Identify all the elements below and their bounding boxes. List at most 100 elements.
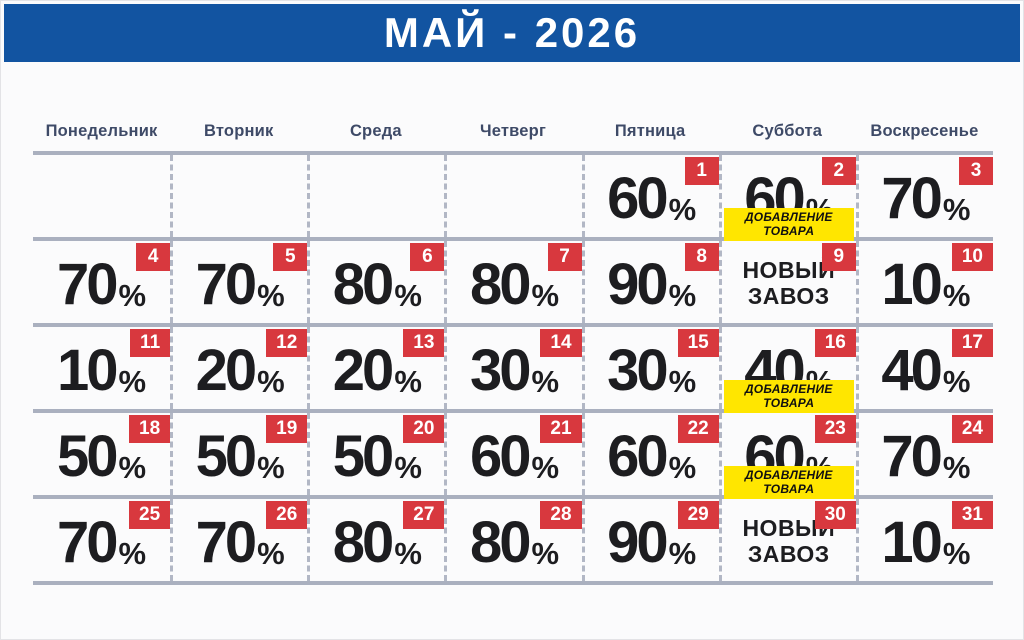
percent-sign: %	[942, 278, 971, 314]
discount-number: 70	[881, 165, 942, 231]
date-badge: 8	[684, 243, 719, 271]
weekday-label: Понедельник	[45, 121, 158, 140]
discount-number: 60	[469, 423, 531, 489]
discount-value: 70%	[881, 165, 971, 231]
percent-sign: %	[394, 450, 422, 486]
date-badge: 27	[403, 501, 445, 529]
date-badge: 18	[129, 415, 171, 443]
day-cell-27: 27 80%	[307, 499, 445, 581]
discount-value: 50%	[332, 423, 422, 489]
percent-sign: %	[942, 364, 971, 400]
date-badge: 14	[540, 329, 582, 357]
day-cell-12: 12 20%	[170, 327, 308, 409]
discount-number: 70	[57, 509, 118, 575]
discount-number: 30	[607, 337, 668, 403]
discount-value: 80%	[470, 513, 559, 571]
percent-sign: %	[668, 192, 697, 228]
percent-sign: %	[118, 450, 147, 486]
discount-calendar: Понедельник Вторник Среда Четверг Пятница Суб…	[33, 111, 993, 585]
discount-value: 60%	[607, 423, 696, 489]
date-badge: 13	[403, 329, 445, 357]
discount-number: 80	[469, 251, 531, 317]
percent-sign: %	[257, 364, 285, 400]
weekday-label: Вторник	[203, 121, 274, 140]
percent-sign: %	[942, 536, 971, 572]
day-cell-13: 13 20%	[307, 327, 445, 409]
date-badge: 29	[677, 501, 719, 529]
percent-sign: %	[531, 364, 560, 400]
product-addition-label: ДОБАВЛЕНИЕ ТОВАРА	[723, 380, 854, 413]
percent-sign: %	[394, 536, 422, 572]
discount-number: 80	[332, 251, 394, 317]
discount-number: 90	[607, 509, 668, 575]
percent-sign: %	[668, 536, 697, 572]
day-cell-2: 260%ДОБАВЛЕНИЕ ТОВАРА	[718, 155, 856, 241]
percent-sign: %	[257, 278, 285, 314]
day-cell-4: 4 70%	[33, 241, 171, 323]
weekday-label: Воскресенье	[870, 121, 979, 140]
discount-number: 10	[881, 251, 942, 317]
discount-value: 10%	[57, 341, 147, 400]
discount-number: 70	[57, 251, 118, 317]
day-cell-8: 8 90%	[581, 241, 719, 323]
weekday-label: Среда	[349, 121, 402, 140]
empty-day-cell	[444, 155, 581, 237]
day-cell-17: 17 40%	[855, 327, 993, 409]
date-badge: 7	[547, 243, 582, 271]
date-badge: 17	[951, 329, 993, 357]
percent-sign: %	[531, 450, 560, 486]
discount-number: 40	[881, 337, 942, 403]
day-cell-26: 26 70%	[170, 499, 308, 581]
date-badge: 21	[540, 415, 582, 443]
day-cell-11: 11 10%	[33, 327, 171, 409]
date-badge: 25	[129, 501, 171, 529]
discount-value: 80%	[332, 251, 422, 317]
discount-value: 30%	[607, 337, 696, 403]
calendar-grid: 160%260%ДОБАВЛЕНИЕ ТОВАРА370%470%570%680…	[33, 151, 993, 581]
discount-number: 20	[332, 337, 394, 403]
percent-sign: %	[118, 536, 147, 572]
day-cell-3: 3 70%	[855, 155, 993, 237]
day-cell-30: 30 НОВЫЙ ЗАВОЗ	[718, 499, 856, 581]
percent-sign: %	[118, 278, 147, 314]
percent-sign: %	[668, 278, 697, 314]
discount-value: 70%	[196, 513, 285, 571]
discount-value: 30%	[470, 341, 560, 400]
day-cell-21: 21 60%	[444, 413, 582, 495]
discount-value: 90%	[607, 255, 697, 314]
product-addition-label: ДОБАВЛЕНИЕ ТОВАРА	[723, 208, 854, 241]
day-cell-5: 5 70%	[170, 241, 308, 323]
day-cell-9: 9 НОВЫЙ ЗАВОЗ	[718, 241, 856, 323]
day-cell-29: 29 90%	[581, 499, 719, 581]
date-badge: 26	[266, 501, 308, 529]
week-row: 1110%1220%1320%1430%1530%1640%ДОБАВЛЕНИЕ…	[33, 323, 993, 413]
discount-number: 80	[332, 509, 394, 575]
date-badge: 9	[821, 243, 856, 271]
discount-value: 80%	[332, 509, 422, 575]
day-cell-14: 14 30%	[444, 327, 582, 409]
week-row: 25 70% 26 70% 27 80% 28 80% 29 90% 30 НОВЫЙ ЗАВОЗ 31 1…	[33, 495, 993, 581]
percent-sign: %	[118, 364, 147, 400]
date-badge: 31	[951, 501, 993, 529]
discount-value: 70%	[57, 509, 147, 575]
discount-value: 90%	[607, 509, 697, 575]
date-badge: 10	[951, 243, 993, 271]
percent-sign: %	[942, 192, 971, 228]
discount-number: 60	[607, 165, 668, 231]
new-delivery-label: НОВЫЙ ЗАВОЗ	[742, 257, 836, 309]
discount-number: 20	[195, 337, 257, 403]
discount-number: 60	[607, 423, 668, 489]
date-badge: 12	[266, 329, 308, 357]
discount-number: 50	[332, 423, 394, 489]
weekday-header-row: Понедельник Вторник Среда Четверг Пятница Суб…	[33, 111, 993, 151]
week-row: 1850%1950%2050%2160%2260%2360%ДОБАВЛЕНИЕ…	[33, 409, 993, 499]
month-header-bar: МАЙ - 2026	[4, 4, 1020, 62]
day-cell-22: 22 60%	[581, 413, 719, 495]
date-badge: 23	[814, 415, 856, 443]
calendar-bottom-line	[33, 581, 993, 585]
date-badge: 30	[814, 501, 856, 529]
discount-number: 10	[881, 509, 942, 575]
percent-sign: %	[942, 450, 971, 486]
date-badge: 1	[684, 157, 719, 185]
